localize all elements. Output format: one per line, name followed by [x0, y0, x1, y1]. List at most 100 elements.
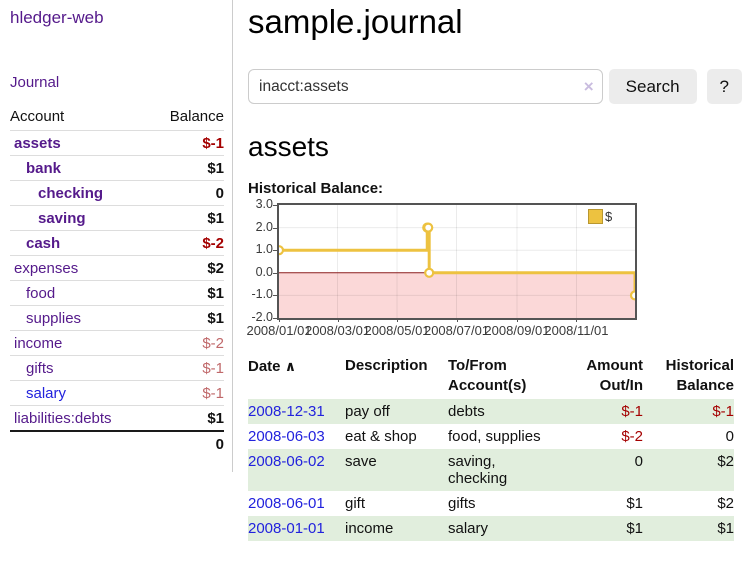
account-balance: $-1: [202, 359, 224, 377]
register-row: 2008-01-01 income salary $1 $1: [248, 516, 734, 541]
account-row: salary $-1: [10, 380, 224, 406]
legend-label: $: [605, 209, 613, 224]
accounts-table: Account Balance assets $-1 bank $1 check…: [10, 104, 224, 456]
transaction-date-link[interactable]: 2008-12-31: [248, 403, 325, 420]
account-row: liabilities:debts $1: [10, 405, 224, 432]
account-row: saving $1: [10, 205, 224, 231]
y-tick-label: 2.0: [255, 219, 273, 234]
account-row: assets $-1: [10, 130, 224, 156]
transaction-accounts: gifts: [448, 495, 476, 512]
transaction-accounts: saving, checking: [448, 453, 508, 487]
main-content: sample.journal × Search ? assets Histori…: [246, 0, 742, 541]
account-balance: $1: [207, 284, 224, 302]
transaction-description: save: [345, 453, 377, 470]
balance-column-header: Historical Balance: [665, 357, 734, 394]
transaction-accounts: salary: [448, 520, 489, 537]
transaction-balance: $2: [717, 453, 734, 470]
balance-column-header: Balance: [169, 108, 224, 125]
transaction-balance: 0: [725, 428, 734, 445]
chart-plot-area: [277, 203, 637, 320]
y-tick-mark: [273, 250, 277, 252]
account-balance: $1: [207, 309, 224, 327]
account-row: checking 0: [10, 180, 224, 206]
help-button[interactable]: ?: [706, 69, 742, 104]
clear-search-icon[interactable]: ×: [583, 77, 594, 96]
account-link-expenses[interactable]: expenses: [14, 259, 79, 277]
account-link-salary[interactable]: salary: [26, 384, 67, 402]
register-row: 2008-06-01 gift gifts $1 $2: [248, 491, 734, 516]
x-tick-mark: [516, 318, 518, 322]
y-tick-mark: [273, 205, 277, 206]
historical-balance-chart: $ 3.0 2.0 1.0 0.0 -1.0 -2.0 2008/01/01 2008/03/…: [246, 197, 742, 343]
account-row: gifts $-1: [10, 355, 224, 381]
x-tick-label: 2008/05/01: [364, 323, 430, 338]
account-link-cash[interactable]: cash: [26, 234, 61, 252]
account-balance: $1: [207, 409, 224, 427]
account-link-gifts[interactable]: gifts: [26, 359, 54, 377]
account-balance: $-2: [202, 234, 224, 252]
account-link-checking[interactable]: checking: [38, 184, 104, 202]
account-balance: $-1: [202, 134, 224, 152]
register-row: 2008-12-31 pay off debts $-1 $-1: [248, 399, 734, 424]
transaction-description: income: [345, 520, 394, 537]
transaction-amount: $-1: [621, 403, 643, 420]
search-button[interactable]: Search: [608, 69, 697, 104]
register-header-row: Date ∧ Description To/From Account(s) Am…: [248, 353, 734, 399]
x-tick-mark: [456, 318, 458, 322]
transaction-amount: $-2: [621, 428, 643, 445]
account-link-liabilities-debts[interactable]: liabilities:debts: [14, 409, 112, 427]
y-tick-label: 0.0: [255, 264, 273, 279]
transaction-description: eat & shop: [345, 428, 417, 445]
chart-title: Historical Balance:: [248, 180, 384, 197]
sidebar: hledger-web Journal Account Balance asse…: [0, 0, 233, 472]
account-link-assets[interactable]: assets: [14, 134, 61, 152]
transaction-balance: $2: [717, 495, 734, 512]
legend-swatch-icon: [588, 209, 603, 224]
transaction-date-link[interactable]: 2008-06-01: [248, 495, 325, 512]
x-tick-mark: [397, 318, 399, 322]
y-tick-label: 3.0: [255, 197, 273, 211]
sort-ascending-icon: ∧: [284, 358, 297, 374]
account-link-supplies[interactable]: supplies: [26, 309, 82, 327]
x-tick-mark: [279, 318, 280, 322]
account-balance: $1: [207, 209, 224, 227]
amount-column-header: Amount Out/In: [586, 357, 643, 394]
y-tick-mark: [273, 318, 277, 319]
account-row: bank $1: [10, 155, 224, 181]
account-link-bank[interactable]: bank: [26, 159, 62, 177]
transaction-amount: 0: [634, 453, 643, 470]
search-input[interactable]: [248, 69, 603, 104]
description-column-header: Description: [345, 357, 428, 374]
transaction-date-link[interactable]: 2008-06-03: [248, 428, 325, 445]
sidebar-item-journal[interactable]: Journal: [10, 74, 60, 91]
account-link-income[interactable]: income: [14, 334, 63, 352]
x-tick-mark: [576, 318, 578, 322]
account-heading: assets: [248, 131, 329, 162]
date-column-header[interactable]: Date ∧: [248, 358, 297, 375]
transaction-balance: $-1: [712, 403, 734, 420]
account-column-header: Account: [10, 108, 65, 125]
register-row: 2008-06-03 eat & shop food, supplies $-2…: [248, 424, 734, 449]
accounts-total: 0: [215, 435, 224, 453]
transaction-date-link[interactable]: 2008-06-02: [248, 453, 325, 470]
x-tick-label: 2008/09/01: [484, 323, 550, 338]
account-link-saving[interactable]: saving: [38, 209, 86, 227]
transaction-accounts: food, supplies: [448, 428, 541, 445]
search-form: × Search ?: [248, 69, 742, 104]
transaction-description: pay off: [345, 403, 390, 420]
x-tick-label: 2008/07/01: [423, 323, 490, 338]
x-tick-mark: [337, 318, 339, 322]
y-tick-mark: [273, 227, 277, 229]
transaction-date-link[interactable]: 2008-01-01: [248, 520, 325, 537]
account-row: expenses $2: [10, 255, 224, 281]
chart-legend: $: [586, 208, 615, 225]
y-tick-label: 1.0: [255, 242, 273, 257]
app-title-link[interactable]: hledger-web: [10, 8, 104, 27]
x-tick-label: 2008/11/01: [544, 323, 609, 338]
transaction-balance: $1: [717, 520, 734, 537]
x-tick-label: 2008/03/01: [304, 323, 371, 338]
y-tick-mark: [273, 295, 277, 297]
account-link-food[interactable]: food: [26, 284, 56, 302]
accounts-column-header: To/From Account(s): [448, 357, 527, 394]
transaction-description: gift: [345, 495, 366, 512]
